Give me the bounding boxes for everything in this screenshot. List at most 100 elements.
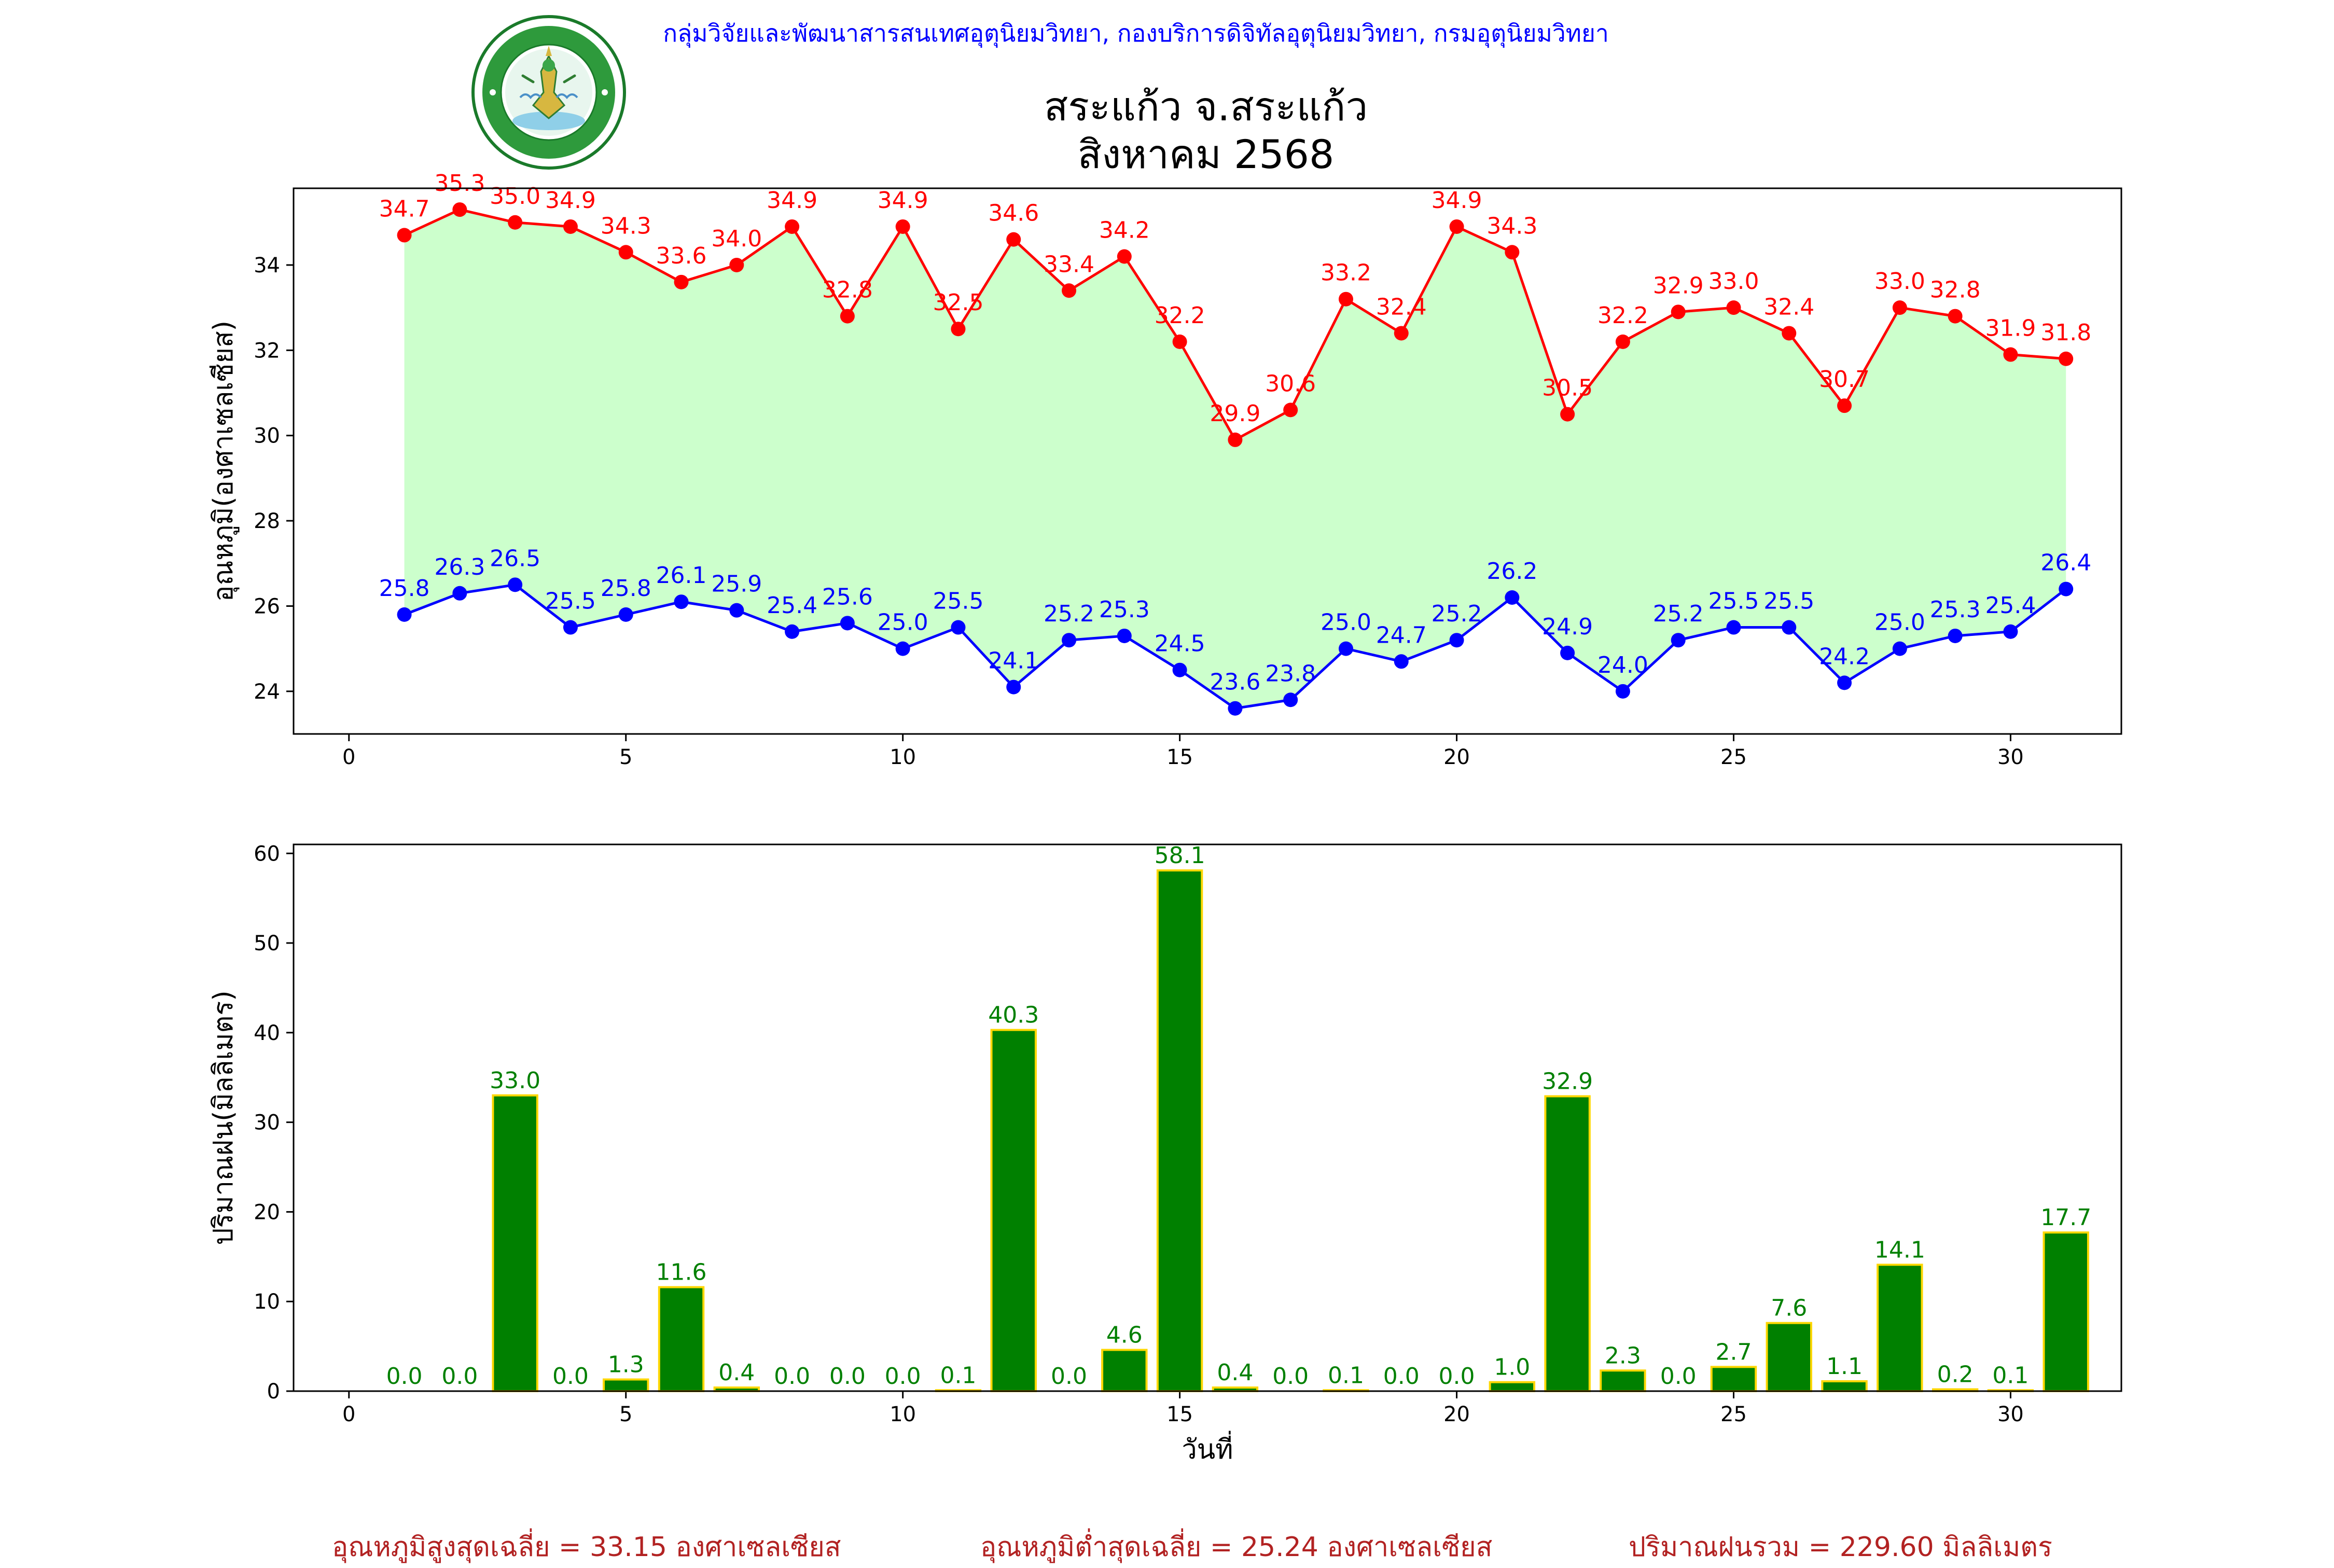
- max-temp-label: 34.2: [1099, 217, 1150, 244]
- max-temp-point: [1117, 249, 1132, 264]
- rain-value-label: 1.0: [1494, 1354, 1530, 1381]
- max-temp-label: 33.2: [1321, 260, 1371, 286]
- min-temp-label: 25.3: [1099, 596, 1150, 623]
- min-temp-point: [397, 607, 412, 622]
- max-temp-point: [1172, 334, 1187, 349]
- x-tick-label: 30: [1997, 1403, 2024, 1426]
- min-temp-label: 26.3: [434, 554, 485, 580]
- min-temp-point: [1449, 633, 1464, 648]
- max-temp-label: 35.3: [434, 170, 485, 197]
- rain-value-label: 1.3: [608, 1352, 644, 1378]
- y-axis-label: อุณหภูมิ(องศาเซลเซียส): [208, 321, 240, 602]
- max-temp-point: [1782, 326, 1797, 341]
- min-temp-label: 25.8: [379, 575, 430, 602]
- min-temp-label: 25.5: [545, 588, 596, 615]
- rain-value-label: 0.0: [1272, 1363, 1309, 1390]
- min-temp-point: [674, 594, 689, 609]
- max-temp-point: [674, 274, 689, 289]
- max-temp-label: 32.2: [1597, 302, 1648, 329]
- y-tick-label: 26: [254, 594, 280, 618]
- max-temp-label: 30.7: [1819, 366, 1870, 393]
- x-tick-label: 20: [1443, 1403, 1470, 1426]
- y-tick-label: 0: [267, 1380, 280, 1404]
- max-temp-point: [508, 215, 523, 230]
- min-temp-label: 25.3: [1930, 596, 1981, 623]
- min-temp-point: [1117, 628, 1132, 643]
- rain-value-label: 0.0: [386, 1363, 423, 1390]
- rain-value-label: 0.4: [718, 1359, 755, 1386]
- rain-bar: [990, 1029, 1037, 1392]
- max-temp-point: [563, 219, 578, 234]
- min-temp-label: 25.5: [933, 588, 983, 615]
- rain-bar: [1710, 1366, 1757, 1393]
- min-temp-point: [2059, 581, 2074, 596]
- rain-value-label: 0.0: [1439, 1363, 1475, 1390]
- rain-value-label: 0.0: [1383, 1363, 1420, 1390]
- rain-value-label: 0.4: [1217, 1359, 1253, 1386]
- max-temp-label: 34.9: [878, 187, 928, 214]
- x-tick-label: 30: [1997, 745, 2024, 769]
- min-temp-point: [2003, 624, 2018, 639]
- y-tick-label: 28: [254, 509, 280, 533]
- min-temp-point: [618, 607, 633, 622]
- min-temp-label: 26.1: [656, 562, 707, 589]
- min-temp-point: [1505, 590, 1520, 605]
- max-temp-point: [951, 322, 966, 337]
- min-temp-label: 25.2: [1653, 601, 1704, 627]
- max-temp-point: [1671, 304, 1686, 320]
- min-temp-label: 24.9: [1542, 614, 1593, 640]
- x-tick-label: 0: [342, 1403, 355, 1426]
- rain-value-label: 1.1: [1826, 1353, 1863, 1380]
- max-temp-label: 33.0: [1874, 268, 1925, 295]
- rain-value-label: 0.1: [940, 1362, 976, 1389]
- min-temp-point: [1283, 692, 1298, 707]
- x-tick-label: 5: [619, 1403, 632, 1426]
- rain-value-label: 0.0: [885, 1363, 921, 1390]
- max-temp-point: [397, 228, 412, 243]
- rain-bar: [1156, 869, 1203, 1392]
- rain-bar: [1101, 1349, 1148, 1393]
- x-tick-label: 25: [1720, 1403, 1747, 1426]
- y-tick-label: 30: [254, 424, 280, 448]
- min-temp-label: 24.0: [1597, 652, 1648, 678]
- y-tick-label: 30: [254, 1111, 280, 1135]
- max-temp-label: 33.0: [1708, 268, 1759, 295]
- max-temp-point: [1560, 407, 1575, 422]
- rain-value-label: 11.6: [656, 1259, 707, 1286]
- min-temp-point: [840, 616, 855, 631]
- rain-value-label: 40.3: [988, 1002, 1039, 1029]
- min-temp-point: [1948, 628, 1963, 643]
- min-temp-point: [563, 620, 578, 635]
- rain-value-label: 0.0: [441, 1363, 478, 1390]
- meteorological-department-seal-icon: [471, 15, 626, 170]
- temperature-range-fill: [404, 210, 2066, 709]
- max-temp-label: 34.6: [988, 200, 1039, 227]
- rain-bar: [1600, 1369, 1646, 1393]
- min-temp-label: 23.8: [1265, 660, 1316, 687]
- chart-title-line1: สระแก้ว จ.สระแก้ว: [1044, 84, 1368, 130]
- y-tick-label: 10: [254, 1290, 280, 1314]
- rain-value-label: 0.1: [1328, 1362, 1364, 1389]
- rain-value-label: 4.6: [1106, 1322, 1143, 1349]
- min-temp-label: 25.5: [1763, 588, 1814, 615]
- min-temp-point: [1892, 641, 1907, 656]
- max-temp-point: [1062, 283, 1077, 298]
- max-temp-label: 31.9: [1985, 315, 2036, 342]
- rain-value-label: 0.2: [1937, 1362, 1974, 1388]
- max-temp-label: 32.8: [1930, 277, 1981, 303]
- rain-value-label: 32.9: [1542, 1069, 1593, 1095]
- max-temp-label: 34.9: [1432, 187, 1482, 214]
- max-temp-label: 34.9: [545, 187, 596, 214]
- min-temp-point: [1837, 675, 1852, 690]
- max-temp-label: 31.8: [2040, 320, 2091, 346]
- max-temp-label: 32.4: [1376, 294, 1427, 320]
- min-temp-label: 23.6: [1210, 669, 1260, 696]
- max-temp-point: [1338, 292, 1353, 307]
- max-temp-label: 30.5: [1542, 375, 1593, 401]
- rain-value-label: 0.0: [829, 1363, 866, 1390]
- y-tick-label: 40: [254, 1021, 280, 1045]
- max-temp-label: 34.3: [1486, 213, 1537, 239]
- max-temp-point: [2003, 347, 2018, 362]
- max-temp-point: [840, 309, 855, 324]
- rain-value-label: 0.1: [1992, 1362, 2029, 1389]
